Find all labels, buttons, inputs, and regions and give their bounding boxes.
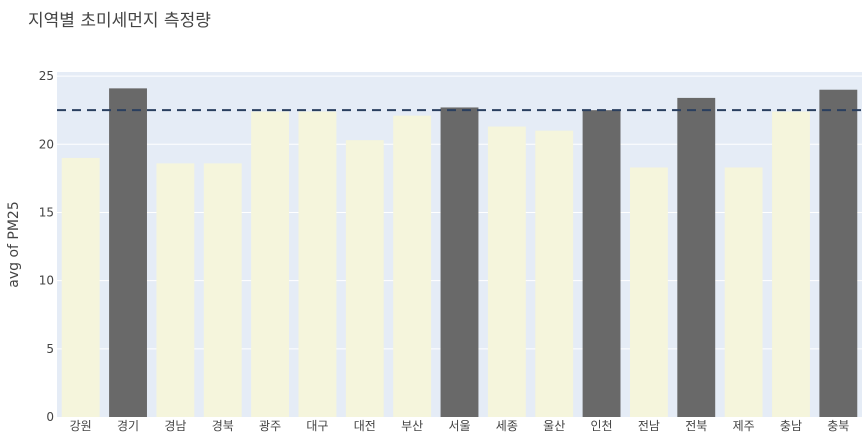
- x-tick-label: 경기: [117, 419, 139, 433]
- bar-경남[interactable]: [156, 163, 195, 417]
- y-tick-labels: 0 5 10 15 20 25: [39, 69, 54, 424]
- chart-title: 지역별 초미세먼지 측정량: [28, 11, 211, 31]
- y-axis-title: avg of PM25: [6, 201, 22, 287]
- x-tick-label: 전남: [638, 419, 660, 433]
- x-tick-label: 전북: [685, 419, 707, 433]
- bar-부산[interactable]: [393, 115, 432, 418]
- bar-충남[interactable]: [772, 111, 810, 417]
- x-tick-label: 서울: [448, 419, 470, 433]
- x-tick-label: 대전: [354, 419, 376, 433]
- bar-세종[interactable]: [487, 126, 526, 417]
- y-tick-label: 10: [39, 274, 54, 288]
- bar-강원[interactable]: [61, 157, 100, 417]
- bar-경북[interactable]: [203, 163, 242, 417]
- bar-울산[interactable]: [535, 130, 574, 418]
- bar-광주[interactable]: [251, 111, 290, 417]
- bar-충북[interactable]: [819, 89, 858, 418]
- x-tick-label: 충북: [827, 419, 849, 433]
- y-tick-label: 0: [46, 410, 54, 424]
- bars: [61, 88, 858, 418]
- x-tick-label: 강원: [70, 419, 92, 433]
- bar-대구[interactable]: [298, 111, 337, 417]
- y-tick-label: 15: [39, 205, 54, 219]
- y-tick-label: 25: [39, 69, 54, 83]
- x-tick-label: 경북: [212, 419, 234, 433]
- x-tick-label: 울산: [543, 419, 565, 433]
- y-tick-label: 20: [39, 137, 54, 151]
- x-tick-label: 부산: [401, 419, 423, 433]
- bar-인천[interactable]: [582, 110, 621, 417]
- x-tick-label: 대구: [306, 419, 328, 433]
- bar-전북[interactable]: [677, 97, 716, 417]
- x-tick-label: 충남: [780, 419, 802, 433]
- bar-서울[interactable]: [440, 107, 479, 418]
- x-tick-label: 세종: [496, 419, 518, 433]
- bar-대전[interactable]: [345, 140, 384, 417]
- x-tick-label: 광주: [259, 419, 281, 433]
- x-tick-label: 제주: [733, 419, 755, 433]
- bar-전남[interactable]: [629, 167, 668, 417]
- x-tick-label: 인천: [591, 418, 613, 433]
- y-tick-label: 5: [46, 342, 54, 356]
- x-tick-labels: 강원 경기 경남 경북 광주 대구 대전 부산 서울 세종 울산 인천 전남 전북 제주 충남 충북: [70, 418, 850, 433]
- bar-경기[interactable]: [109, 88, 147, 417]
- bar-제주[interactable]: [724, 167, 763, 417]
- x-tick-label: 경남: [164, 419, 186, 433]
